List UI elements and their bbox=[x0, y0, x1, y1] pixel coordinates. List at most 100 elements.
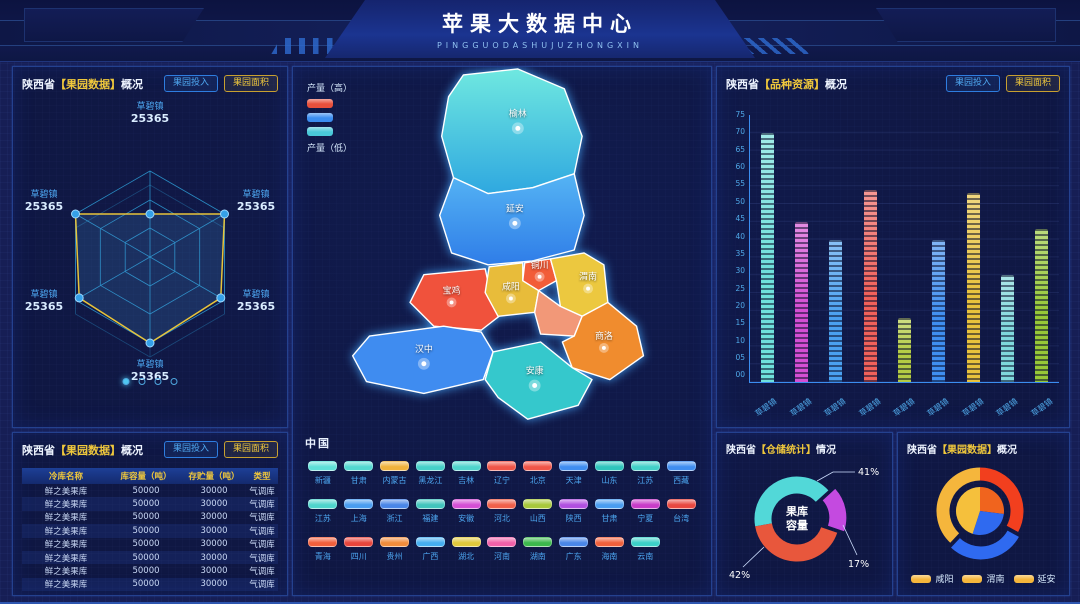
province-item[interactable]: 湖北 bbox=[448, 537, 484, 562]
province-name: 甘肃 bbox=[601, 514, 618, 523]
province-item[interactable]: 上海 bbox=[341, 499, 377, 524]
province-item[interactable]: 海南 bbox=[592, 537, 628, 562]
donut-center-line2: 容量 bbox=[785, 518, 808, 532]
cell-type: 气调库 bbox=[249, 513, 275, 524]
province-item[interactable]: 贵州 bbox=[377, 537, 413, 562]
province-item[interactable]: 吉林 bbox=[448, 461, 484, 486]
pie-legend-item: 咸阳 bbox=[911, 572, 953, 585]
map-region-baoji[interactable] bbox=[409, 268, 500, 331]
province-name: 四川 bbox=[350, 552, 367, 561]
orchard-invest-button[interactable]: 果园投入 bbox=[163, 75, 218, 92]
page-subtitle: PINGGUODASHUJUZHONGXIN bbox=[436, 41, 644, 50]
province-item[interactable]: 山东 bbox=[592, 461, 628, 486]
province-name: 台湾 bbox=[673, 514, 690, 523]
storage-pct-41: 41% bbox=[858, 467, 879, 478]
table-invest-button[interactable]: 果园投入 bbox=[163, 441, 218, 458]
province-item[interactable]: 广东 bbox=[556, 537, 592, 562]
radar-label-name: 草碧镇 bbox=[136, 102, 164, 112]
radar-label-name: 草碧镇 bbox=[242, 290, 270, 300]
province-item[interactable]: 青海 bbox=[305, 537, 341, 562]
radar-grid bbox=[71, 170, 229, 358]
pagination-dot-2[interactable] bbox=[138, 378, 146, 385]
province-item[interactable]: 新疆 bbox=[305, 461, 341, 486]
y-tick-label: 70 bbox=[735, 127, 745, 137]
province-item[interactable]: 江苏 bbox=[627, 461, 663, 486]
province-pill bbox=[344, 461, 374, 471]
province-item[interactable]: 四川 bbox=[341, 537, 377, 562]
table-row: 鲜之美果库 50000 30000 气调库 bbox=[22, 564, 278, 577]
bar-x-axis: 草碧镇 草碧镇 草碧镇 草碧镇 草碧镇 草碧镇 草碧镇 草碧镇 草碧镇 bbox=[749, 397, 1059, 418]
province-item[interactable]: 江苏 bbox=[305, 499, 341, 524]
legend-color-pill bbox=[307, 99, 333, 108]
cell-storage-name: 鲜之美果库 bbox=[44, 486, 88, 497]
bar bbox=[760, 132, 774, 382]
variety-area-button[interactable]: 果园面积 bbox=[1005, 75, 1060, 92]
pagination-dot-1[interactable] bbox=[122, 378, 130, 385]
province-name: 江苏 bbox=[637, 476, 654, 485]
legend-high-label: 产量（高） bbox=[307, 84, 353, 94]
cell-stock: 30000 bbox=[200, 579, 228, 590]
province-name: 青海 bbox=[314, 552, 331, 561]
panel-storage-donut: 陕西省【仓储统计】情况 41% 17% 42% 果库 容量 bbox=[716, 432, 893, 596]
province-item[interactable]: 福建 bbox=[412, 499, 448, 524]
map-region-ankang[interactable] bbox=[484, 341, 593, 420]
radar-label: 草碧镇 25365 bbox=[226, 287, 286, 313]
province-item[interactable]: 河南 bbox=[484, 537, 520, 562]
province-name: 黑龙江 bbox=[418, 476, 443, 485]
cell-capacity: 50000 bbox=[132, 552, 160, 563]
province-item[interactable]: 辽宁 bbox=[484, 461, 520, 486]
title-suffix: 概况 bbox=[121, 77, 143, 91]
bar bbox=[794, 221, 808, 382]
y-tick-label: 15 bbox=[735, 318, 745, 328]
province-item[interactable]: 甘肃 bbox=[592, 499, 628, 524]
province-item[interactable]: 北京 bbox=[520, 461, 556, 486]
province-item[interactable]: 陕西 bbox=[556, 499, 592, 524]
map-region-yulin[interactable] bbox=[440, 68, 583, 195]
table-header-cell: 类型 bbox=[253, 472, 271, 482]
map-region-hanzhong[interactable] bbox=[351, 325, 494, 395]
radar-data-points bbox=[71, 209, 229, 348]
pagination-dot-4[interactable] bbox=[170, 378, 178, 385]
map-label-yanan: 延安 bbox=[506, 202, 524, 214]
province-pill bbox=[559, 537, 589, 547]
province-item[interactable]: 浙江 bbox=[377, 499, 413, 524]
province-item[interactable]: 西藏 bbox=[663, 461, 699, 486]
province-item[interactable]: 安徽 bbox=[448, 499, 484, 524]
panel-orchard-pie: 陕西省【果园数据】概况 咸阳 渭南 延安 bbox=[897, 432, 1070, 596]
y-tick-label: 05 bbox=[735, 353, 745, 363]
orchard-area-button[interactable]: 果园面积 bbox=[223, 75, 278, 92]
map-region-yanan[interactable] bbox=[438, 173, 585, 266]
province-item[interactable]: 湖南 bbox=[520, 537, 556, 562]
province-pill bbox=[380, 537, 410, 547]
bar bbox=[932, 239, 946, 382]
province-item[interactable]: 甘肃 bbox=[341, 461, 377, 486]
pagination-dot-3[interactable] bbox=[154, 378, 162, 385]
map-region-shangluo[interactable] bbox=[561, 301, 645, 381]
province-pill bbox=[630, 461, 660, 471]
province-item[interactable]: 天津 bbox=[556, 461, 592, 486]
province-name: 江苏 bbox=[314, 514, 331, 523]
table-row: 鲜之美果库 50000 30000 气调库 bbox=[22, 497, 278, 511]
province-item[interactable]: 台湾 bbox=[663, 499, 699, 524]
panel-variety-bars: 陕西省【品种资源】概况 果园投入 果园面积 75 70 65 60 55 50 45 40 35… bbox=[716, 66, 1070, 428]
donut-center-line1: 果库 bbox=[785, 504, 808, 518]
table-area-button[interactable]: 果园面积 bbox=[223, 441, 278, 458]
radar-label-name: 草碧镇 bbox=[30, 190, 58, 200]
province-item[interactable]: 内蒙古 bbox=[377, 461, 413, 486]
cell-storage-name: 鲜之美果库 bbox=[44, 580, 88, 591]
y-tick-label: 45 bbox=[735, 214, 745, 224]
cell-type: 气调库 bbox=[249, 486, 275, 497]
province-item[interactable]: 广西 bbox=[412, 537, 448, 562]
cell-storage-name: 鲜之美果库 bbox=[44, 500, 88, 511]
province-item[interactable]: 黑龙江 bbox=[412, 461, 448, 486]
province-item[interactable]: 云南 bbox=[627, 537, 663, 562]
province-item[interactable]: 河北 bbox=[484, 499, 520, 524]
variety-invest-button[interactable]: 果园投入 bbox=[945, 75, 1000, 92]
province-item[interactable]: 宁夏 bbox=[627, 499, 663, 524]
province-name: 海南 bbox=[601, 552, 618, 561]
table-header-cell: 存贮量（吨） bbox=[188, 472, 240, 482]
cell-stock: 30000 bbox=[200, 566, 228, 577]
storage-pct-17: 17% bbox=[848, 559, 869, 570]
province-item[interactable]: 山西 bbox=[520, 499, 556, 524]
bar-chart: 75 70 65 60 55 50 45 40 35 30 25 20 15 10 05 00 bbox=[729, 111, 1059, 383]
